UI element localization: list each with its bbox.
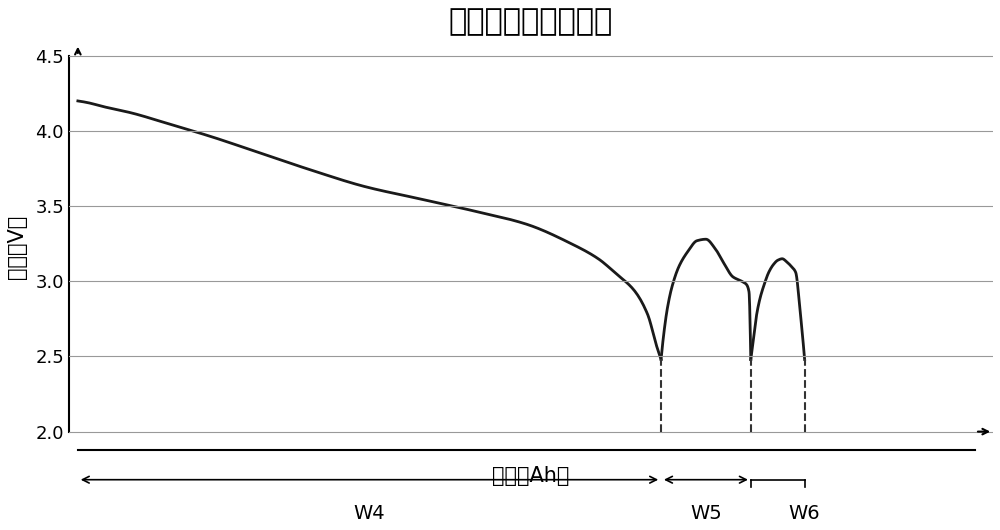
Text: W4: W4 xyxy=(354,504,385,523)
Text: W6: W6 xyxy=(789,504,820,523)
Text: W5: W5 xyxy=(690,504,722,523)
Title: 锂电池三段放电测试: 锂电池三段放电测试 xyxy=(449,7,613,36)
X-axis label: 容量（Ah）: 容量（Ah） xyxy=(492,466,570,487)
Y-axis label: 电压（V）: 电压（V） xyxy=(7,215,27,279)
